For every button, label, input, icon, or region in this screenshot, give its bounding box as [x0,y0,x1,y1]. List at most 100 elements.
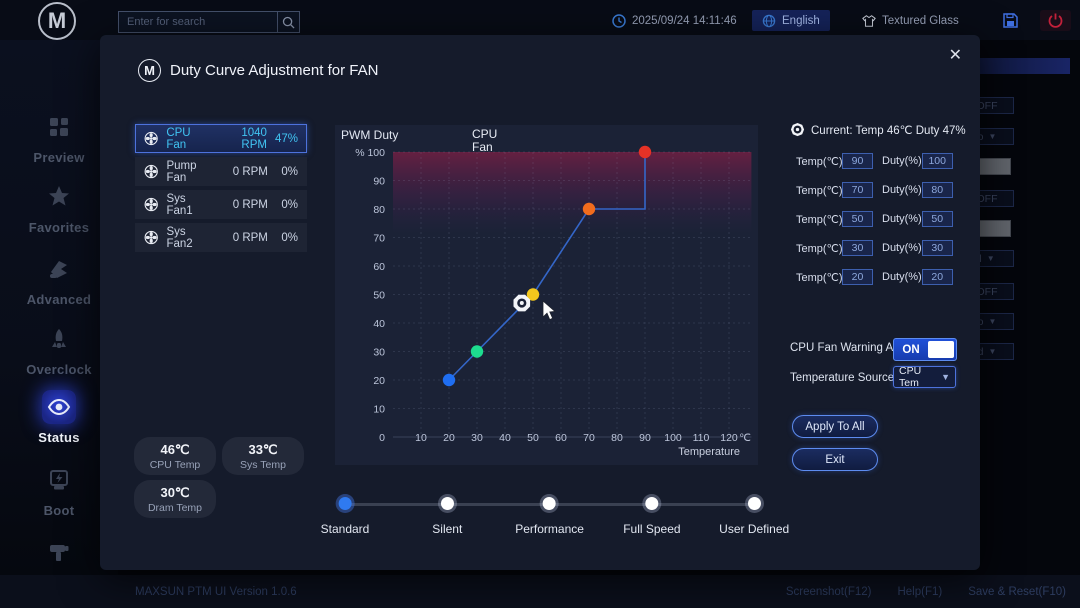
duty-input[interactable] [921,153,953,169]
save-icon[interactable] [1002,10,1019,31]
curve-point-row-1: Temp(℃) Duty(%) [790,152,953,170]
temp-input[interactable] [842,153,873,169]
exit-button[interactable]: Exit [792,448,878,471]
fan-list-item-sys-fan2[interactable]: Sys Fan2 0 RPM 0% [135,223,307,252]
fan-list-item-pump-fan[interactable]: Pump Fan 0 RPM 0% [135,157,307,186]
fan-name: Sys Fan2 [166,225,193,250]
sidebar-item-overclock[interactable]: Overclock [0,322,118,377]
temp-input[interactable] [842,182,873,198]
svg-text:20: 20 [373,375,385,387]
duty-input[interactable] [921,211,953,227]
curve-point-3[interactable] [526,288,540,301]
preset-label: Performance [515,522,584,536]
fan-list-item-sys-fan1[interactable]: Sys Fan1 0 RPM 0% [135,190,307,219]
save-reset-hotkey[interactable]: Save & Reset(F10) [968,585,1066,598]
preset-full-speed[interactable]: Full Speed [623,497,681,536]
dram-temp-label: Dram Temp [147,501,203,514]
apply-to-all-button[interactable]: Apply To All [792,415,878,438]
power-icon[interactable] [1040,10,1071,31]
svg-text:80: 80 [373,204,385,216]
preset-standard[interactable]: Standard [321,497,369,536]
sidebar-item-status[interactable]: Status [0,390,118,445]
screenshot-hotkey[interactable]: Screenshot(F12) [785,585,872,598]
duty-label: Duty(%) [882,155,922,167]
fan-list: CPU Fan 1040 RPM 47% Pump Fan 0 RPM 0% Sys Fan… [135,124,307,256]
sidebar-item-favorites[interactable]: Favorites [0,180,118,235]
language-text: English [782,14,820,27]
star-icon [42,180,76,214]
preset-dot[interactable] [543,497,557,510]
svg-text:20: 20 [443,432,455,444]
temp-input[interactable] [842,240,873,256]
curve-point-4[interactable] [582,202,596,216]
language-selector[interactable]: English [752,10,830,31]
close-icon[interactable]: ✕ [948,47,962,64]
sidebar-item-boot[interactable]: Boot [0,463,118,518]
fan-icon [144,197,158,212]
fan-warning-toggle[interactable]: ON [893,338,957,361]
theme-selector[interactable]: Textured Glass [862,10,959,31]
preset-dot[interactable] [645,497,659,510]
cpu-temp-display: 46℃ CPU Temp [134,437,216,475]
svg-text:110: 110 [693,432,710,444]
fan-icon [144,164,158,179]
shirt-icon [862,14,876,28]
help-hotkey[interactable]: Help(F1) [897,585,943,598]
x-axis-label: Temperature [678,446,740,458]
curve-point-row-4: Temp(℃) Duty(%) [790,239,953,257]
chevron-down-icon: ▼ [941,372,950,382]
svg-text:40: 40 [499,432,511,444]
preset-dot[interactable] [338,497,352,510]
maxsun-logo-icon: M [38,2,76,40]
fan-curve-chart[interactable]: 0 10 20 30 40 50 60 70 80 90 100 110 120 ℃ 10 20 30 40 50 6… [335,125,758,465]
preset-dot[interactable] [747,497,761,510]
current-status: Current: Temp 46℃ Duty 47% [790,122,966,137]
duty-input[interactable] [921,269,953,285]
temperature-source-select[interactable]: CPU Tem ▼ [893,365,956,389]
search-box[interactable] [118,11,300,33]
duty-label: Duty(%) [882,242,922,254]
advanced-icon [42,252,76,286]
svg-text:90: 90 [373,176,385,188]
fan-duty: 0% [281,165,298,178]
temp-label: Temp(℃) [796,242,843,255]
globe-icon [762,14,776,28]
preset-performance[interactable]: Performance [515,497,584,536]
sidebar-item-advanced[interactable]: Advanced [0,252,118,307]
fan-rpm: 0 RPM [232,165,268,178]
curve-point-1[interactable] [442,373,456,387]
temperature-source-value: CPU Tem [899,365,922,389]
svg-text:80: 80 [611,432,623,444]
sidebar-item-label: Preview [33,150,85,165]
preset-silent[interactable]: Silent [432,497,462,536]
svg-text:30: 30 [373,347,385,359]
preset-user-defined[interactable]: User Defined [719,497,789,536]
search-input[interactable] [119,12,277,32]
curve-point-2[interactable] [470,345,484,358]
fan-curve-line [448,152,646,381]
preset-label: Silent [432,522,463,536]
fan-name: Pump Fan [166,159,197,184]
fan-list-item-cpu-fan[interactable]: CPU Fan 1040 RPM 47% [135,124,307,153]
search-icon[interactable] [277,12,299,32]
svg-text:% 100: % 100 [355,147,385,159]
temp-input[interactable] [842,269,873,285]
toggle-knob [928,341,954,358]
temp-label: Temp(℃) [796,155,843,168]
svg-text:90: 90 [639,432,651,444]
duty-input[interactable] [921,182,953,198]
status-icon [42,390,76,424]
duty-label: Duty(%) [882,271,922,283]
target-icon [790,122,805,137]
duty-input[interactable] [921,240,953,256]
svg-text:℃: ℃ [739,432,751,444]
toggle-state-text: ON [902,343,920,356]
fan-duty: 0% [281,231,298,244]
sys-temp-label: Sys Temp [240,458,286,471]
curve-point-5[interactable] [638,145,652,159]
preset-label: Full Speed [623,522,681,536]
cpu-temp-label: CPU Temp [149,458,201,471]
preset-dot[interactable] [440,497,454,510]
sidebar-item-preview[interactable]: Preview [0,110,118,165]
temp-input[interactable] [842,211,873,227]
